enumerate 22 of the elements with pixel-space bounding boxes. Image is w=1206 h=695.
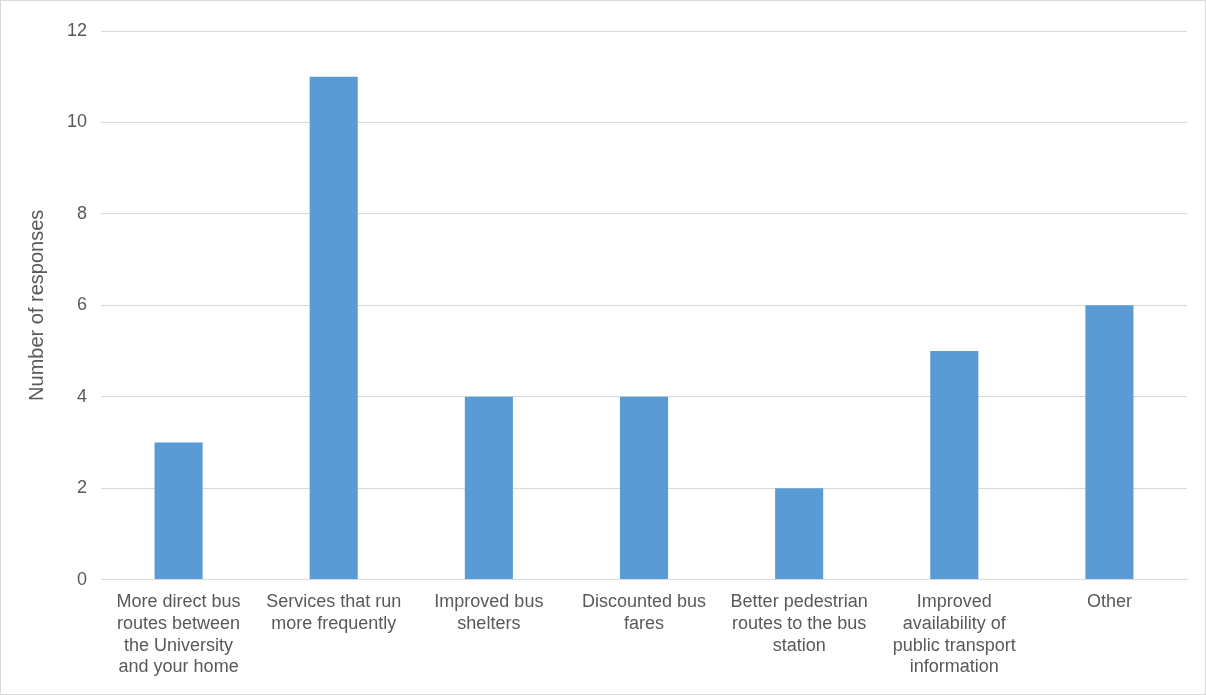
y-tick-label: 2	[77, 477, 88, 498]
x-tick-label: Services that run more frequently	[266, 591, 402, 633]
y-tick-label: 10	[66, 111, 88, 132]
y-tick-label: 6	[77, 294, 88, 315]
y-axis-title: Number of responses	[24, 209, 47, 401]
y-tick-label: 12	[66, 19, 88, 40]
bar	[154, 442, 203, 580]
bar	[464, 396, 513, 580]
bar	[1085, 305, 1134, 580]
bar	[309, 76, 358, 580]
y-tick-label: 8	[77, 202, 88, 223]
x-tick-label: Better pedestrian routes to the bus station	[730, 591, 868, 655]
x-tick-label: Discounted bus fares	[581, 591, 707, 633]
x-tick-label: Improved bus shelters	[434, 591, 544, 633]
y-tick-label: 0	[77, 568, 88, 589]
x-tick-label: More direct bus routes between the University and your home	[116, 591, 241, 677]
bar	[930, 351, 979, 580]
x-tick-label: Other	[1086, 591, 1132, 612]
x-tick-label: Improved availability of public transport information	[892, 591, 1016, 677]
bar	[775, 488, 824, 580]
bar	[619, 396, 669, 580]
y-tick-label: 4	[77, 385, 88, 406]
